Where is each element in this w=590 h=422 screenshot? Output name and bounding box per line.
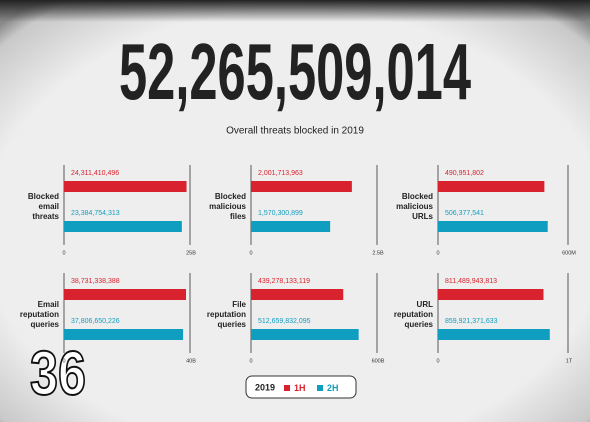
legend-box: [245, 375, 357, 399]
x-tick-label: 0: [249, 358, 252, 364]
chart-title: Email: [38, 300, 59, 309]
legend-swatch: [284, 385, 290, 391]
legend-swatch: [317, 385, 323, 391]
chart-title: Blocked: [28, 192, 59, 201]
x-tick-label: 0: [249, 250, 252, 256]
chart-title: URL: [417, 300, 434, 309]
x-tick-label: 600B: [372, 358, 385, 364]
chart-title: Blocked: [215, 192, 246, 201]
bar: [64, 329, 184, 340]
x-tick-label: 0: [62, 358, 65, 364]
chart-title: queries: [218, 320, 247, 329]
value-label: 859,921,371,633: [445, 318, 498, 325]
bar: [64, 289, 187, 300]
bar: [438, 329, 550, 340]
bar: [64, 221, 182, 232]
x-tick-label: 0: [62, 250, 65, 256]
top-shadow: [0, 0, 590, 22]
bar: [251, 181, 352, 192]
chart-title: threats: [32, 212, 59, 221]
bar: [438, 181, 545, 192]
chart-title: queries: [405, 320, 434, 329]
x-tick-label: 2.5B: [372, 250, 384, 256]
chart-title: email: [39, 202, 59, 211]
chart-title: Blocked: [402, 192, 433, 201]
chart-title: reputation: [20, 310, 59, 319]
chart-title: URLs: [412, 212, 433, 221]
x-tick-label: 600M: [562, 250, 576, 256]
chart-title: reputation: [394, 310, 433, 319]
legend-label: 2H: [327, 383, 339, 393]
subtitle: Overall threats blocked in 2019: [226, 126, 364, 137]
headline: 52,265,509,014: [119, 27, 471, 116]
chart-title: File: [232, 300, 246, 309]
x-tick-label: 40B: [186, 358, 196, 364]
chart-title: files: [230, 212, 247, 221]
value-label: 506,377,541: [445, 210, 484, 217]
value-label: 1,570,300,899: [258, 210, 303, 217]
page-number: 36: [30, 339, 86, 408]
value-label: 811,489,943,813: [445, 278, 497, 285]
x-tick-label: 0: [436, 250, 439, 256]
value-label: 37,806,650,226: [71, 318, 120, 325]
bar: [251, 221, 331, 232]
x-tick-label: 0: [436, 358, 439, 364]
bar: [251, 329, 359, 340]
legend-label: 1H: [294, 383, 306, 393]
value-label: 490,951,802: [445, 170, 484, 177]
x-tick-label: 25B: [186, 250, 196, 256]
bar: [438, 289, 544, 300]
value-label: 2,001,713,963: [258, 170, 303, 177]
chart-title: queries: [31, 320, 60, 329]
chart-title: reputation: [207, 310, 246, 319]
bar: [64, 181, 187, 192]
value-label: 439,278,133,119: [258, 278, 310, 285]
chart-title: malicious: [209, 202, 246, 211]
value-label: 23,384,754,313: [71, 210, 120, 217]
bar: [438, 221, 548, 232]
bar: [251, 289, 344, 300]
value-label: 512,659,832,095: [258, 318, 311, 325]
value-label: 24,311,410,496: [71, 170, 119, 177]
x-tick-label: 1T: [566, 358, 573, 364]
legend-title: 2019: [255, 382, 275, 392]
value-label: 38,731,338,388: [71, 278, 120, 285]
chart-title: malicious: [396, 202, 433, 211]
